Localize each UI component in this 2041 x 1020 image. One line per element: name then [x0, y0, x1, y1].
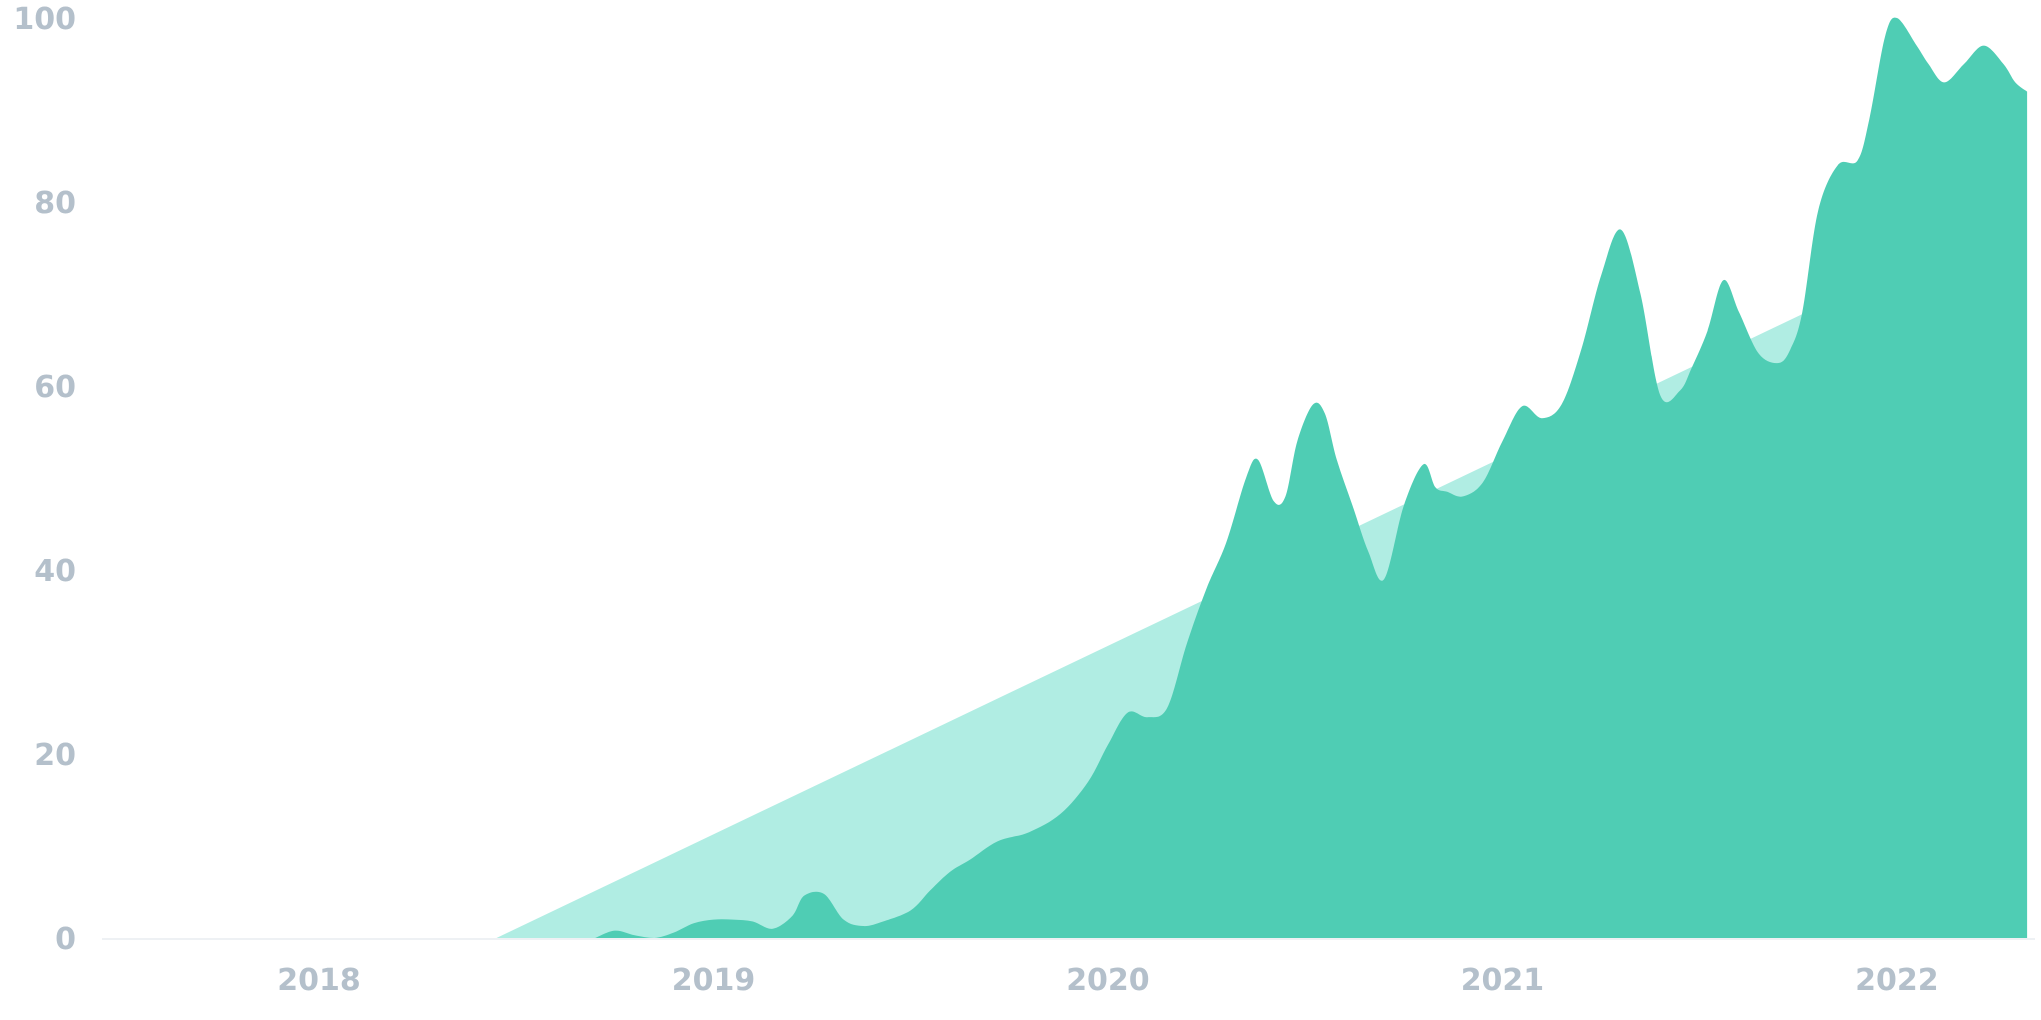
- x-axis: 2018 2019 2020 2021 2022: [277, 963, 1938, 998]
- plot-area: [102, 17, 2035, 940]
- x-tick-label: 2022: [1855, 963, 1939, 998]
- y-tick-label: 20: [34, 738, 76, 773]
- x-tick-label: 2021: [1461, 963, 1545, 998]
- y-tick-label: 40: [34, 554, 76, 589]
- y-tick-label: 60: [34, 370, 76, 405]
- x-tick-label: 2020: [1066, 963, 1150, 998]
- x-tick-label: 2018: [277, 963, 361, 998]
- y-axis: 0 20 40 60 80 100: [13, 2, 76, 957]
- series-area: [595, 17, 2028, 939]
- y-tick-label: 0: [55, 922, 76, 957]
- y-tick-label: 80: [34, 186, 76, 221]
- y-tick-label: 100: [13, 2, 76, 37]
- x-tick-label: 2019: [672, 963, 756, 998]
